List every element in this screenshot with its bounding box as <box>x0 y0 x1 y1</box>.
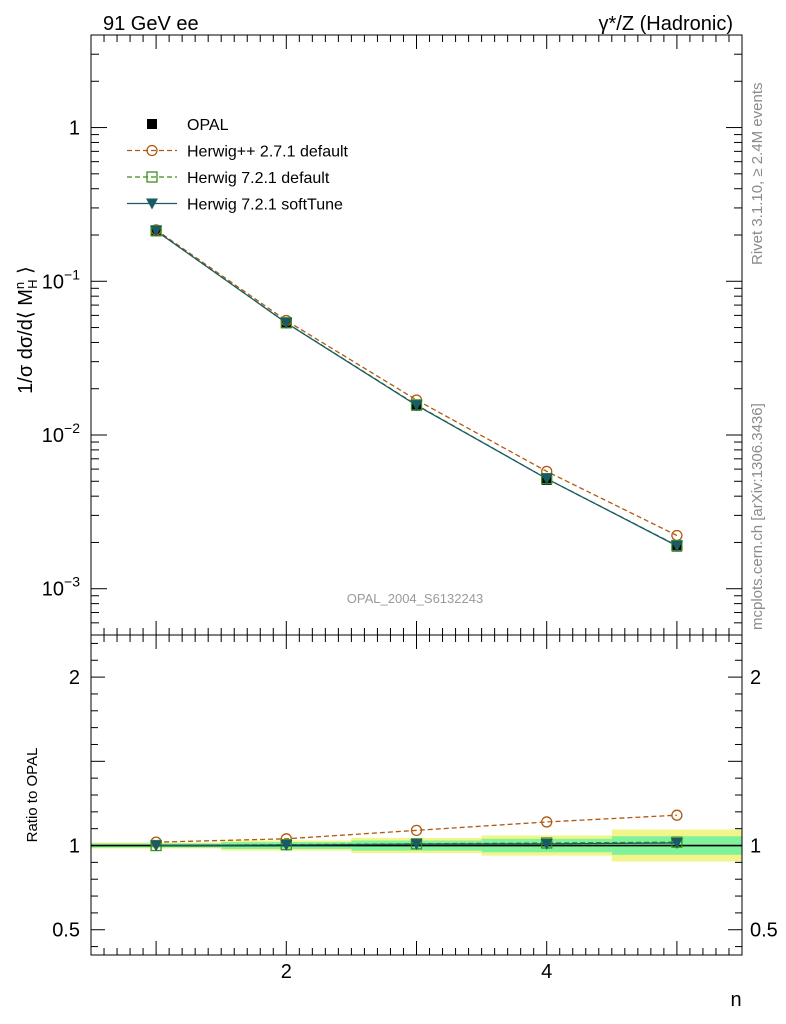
ratio-data-point <box>410 839 423 851</box>
main-plot: 1 10−1 10−2 10−3 <box>42 34 743 955</box>
ratio-y-tick-label-right: 0.5 <box>750 920 778 942</box>
data-point <box>280 317 293 329</box>
ylabel-subscript: H <box>25 279 40 288</box>
main-y-axis-label: 1/σ dσ/d⟨ MnH ⟩ <box>12 266 40 394</box>
ratio-y-tick-label: 2 <box>69 667 80 689</box>
data-point <box>540 473 553 485</box>
legend-marker <box>147 119 157 129</box>
watermark: OPAL_2004_S6132243 <box>347 591 483 606</box>
legend: OPAL Herwig++ 2.7.1 default Herwig 7.2.1 d… <box>127 117 349 214</box>
ratio-y-tick-label-right: 2 <box>750 667 761 689</box>
x-tick-label: 4 <box>541 961 552 983</box>
y-tick-exponent: −1 <box>64 266 80 282</box>
legend-label: Herwig++ 2.7.1 default <box>187 144 349 161</box>
legend-marker <box>146 144 158 157</box>
data-point <box>410 400 423 412</box>
ratio-frame <box>90 634 743 956</box>
series-line <box>155 230 678 547</box>
ratio-data-point <box>541 816 553 828</box>
data-point <box>670 540 683 552</box>
ratio-y-tick-label: 1 <box>69 836 80 858</box>
x-axis-label: n <box>730 989 741 1011</box>
y-tick-label: 10−2 <box>42 420 80 447</box>
legend-label: Herwig 7.2.1 default <box>187 170 330 187</box>
header-left: 91 GeV ee <box>103 13 199 35</box>
main-y-axis-title: 1/σ dσ/d⟨ MnH ⟩ <box>12 266 40 394</box>
x-tick-label: 2 <box>281 961 292 983</box>
ratio-y-tick-label-right: 1 <box>750 836 761 858</box>
side-label-mcplots: mcplots.cern.ch [arXiv:1306.3436] <box>749 403 766 630</box>
y-tick-exponent: −3 <box>64 574 80 590</box>
legend-label: Herwig 7.2.1 softTune <box>187 197 343 214</box>
ratio-series-line <box>156 814 677 843</box>
ylabel-superscript: n <box>12 282 27 289</box>
ratio-data-point <box>150 840 163 852</box>
y-tick-label: 10−1 <box>42 266 80 293</box>
series-line <box>155 230 678 547</box>
data-point <box>150 225 163 237</box>
ylabel-rest: ⟩ <box>15 266 37 279</box>
ratio-y-axis-label: Ratio to OPAL <box>24 748 41 843</box>
ratio-plot: 2 4 0.5 0.5 1 1 2 2 <box>52 634 778 983</box>
legend-marker <box>146 198 158 210</box>
ratio-data-point <box>410 824 423 837</box>
ratio-data-point <box>540 838 553 850</box>
y-tick-label: 1 <box>69 118 80 140</box>
ratio-data-point <box>671 809 683 821</box>
y-tick-label: 10−3 <box>42 574 80 601</box>
side-label-rivet: Rivet 3.1.10, ≥ 2.4M events <box>749 83 766 266</box>
legend-marker <box>146 171 158 183</box>
ratio-data-point <box>280 840 293 852</box>
series-line <box>155 229 678 537</box>
legend-label: OPAL <box>187 117 229 134</box>
y-tick-exponent: −2 <box>64 420 80 436</box>
ratio-y-tick-label: 0.5 <box>52 920 80 942</box>
ratio-data-point <box>670 838 683 849</box>
header-right: γ*/Z (Hadronic) <box>599 13 733 35</box>
